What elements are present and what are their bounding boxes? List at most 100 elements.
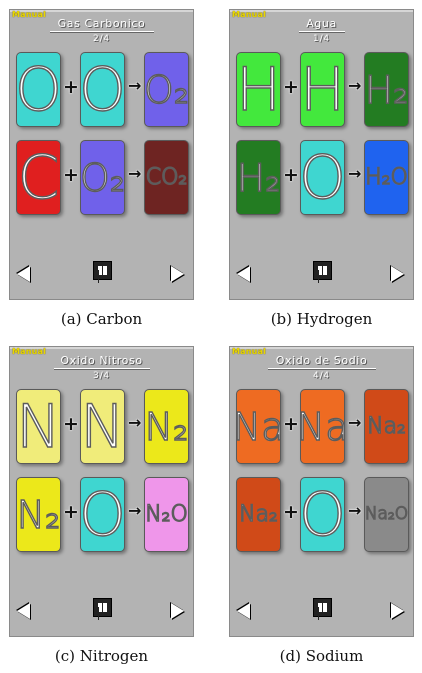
element-tile[interactable]: O₂ xyxy=(80,140,125,215)
element-grid: O + O → O₂ C + O₂ → CO₂ xyxy=(16,52,189,222)
previous-arrow-icon[interactable] xyxy=(237,266,250,282)
element-grid: N + N → N₂ N₂ + O → N₂O xyxy=(16,389,189,559)
plus-operator: + xyxy=(63,501,79,523)
element-tile[interactable]: N xyxy=(80,389,125,464)
navigation-bar xyxy=(230,598,413,623)
element-tile[interactable]: Na xyxy=(236,389,281,464)
plus-operator: + xyxy=(63,413,79,435)
home-icon[interactable] xyxy=(313,598,332,617)
page-indicator: 1/4 xyxy=(313,34,330,44)
plus-operator: + xyxy=(283,164,299,186)
tile-symbol: N₂O xyxy=(145,501,188,527)
element-tile[interactable]: C xyxy=(16,140,61,215)
element-tile[interactable]: O₂ xyxy=(144,52,189,127)
figure-caption: (d) Sodium xyxy=(279,647,364,665)
home-icon[interactable] xyxy=(93,598,112,617)
plus-operator: + xyxy=(283,413,299,435)
tile-symbol: C xyxy=(17,142,60,213)
figure-caption: (a) Carbon xyxy=(60,310,143,328)
tile-symbol: Na xyxy=(301,407,344,446)
manual-badge[interactable]: Manual xyxy=(12,347,47,356)
yields-operator: → xyxy=(348,76,362,95)
previous-arrow-icon[interactable] xyxy=(237,603,250,619)
next-arrow-icon[interactable] xyxy=(391,266,404,282)
home-icon[interactable] xyxy=(313,261,332,280)
yields-operator: → xyxy=(348,501,362,520)
tile-symbol: O₂ xyxy=(144,67,189,112)
tile-symbol: H₂O xyxy=(365,164,408,190)
element-tile[interactable]: Na₂ xyxy=(236,477,281,552)
tile-symbol: O xyxy=(300,479,345,550)
element-tile[interactable]: O xyxy=(300,477,345,552)
level-title: Oxido de Sodio xyxy=(275,354,368,367)
element-tile[interactable]: O xyxy=(300,140,345,215)
navigation-bar xyxy=(10,261,193,286)
tile-symbol: N xyxy=(80,391,125,462)
element-tile[interactable]: O xyxy=(16,52,61,127)
next-arrow-icon[interactable] xyxy=(171,266,184,282)
level-title: Oxido Nitroso xyxy=(60,354,143,367)
element-tile[interactable]: H₂ xyxy=(236,140,281,215)
level-title: Agua xyxy=(306,17,337,30)
yields-operator: → xyxy=(128,501,142,520)
element-tile[interactable]: N₂ xyxy=(16,477,61,552)
tile-symbol: O xyxy=(300,142,345,213)
element-tile[interactable]: N₂O xyxy=(144,477,189,552)
tile-symbol: O₂ xyxy=(80,155,125,200)
tile-symbol: Na xyxy=(237,407,280,446)
screenshot-panel-c: Manual Oxido Nitroso 3/4 N + N → N₂ N₂ +… xyxy=(9,346,194,637)
element-tile[interactable]: O xyxy=(80,477,125,552)
element-tile[interactable]: H xyxy=(300,52,345,127)
yields-operator: → xyxy=(348,164,362,183)
element-tile[interactable]: O xyxy=(80,52,125,127)
element-tile[interactable]: Na₂O xyxy=(364,477,409,552)
home-icon[interactable] xyxy=(93,261,112,280)
plus-operator: + xyxy=(63,76,79,98)
page-indicator: 2/4 xyxy=(93,34,110,44)
yields-operator: → xyxy=(128,413,142,432)
navigation-bar xyxy=(10,598,193,623)
element-tile[interactable]: N xyxy=(16,389,61,464)
yields-operator: → xyxy=(128,164,142,183)
element-tile[interactable]: N₂ xyxy=(144,389,189,464)
element-tile[interactable]: CO₂ xyxy=(144,140,189,215)
element-tile[interactable]: H₂O xyxy=(364,140,409,215)
tile-symbol: O xyxy=(80,479,125,550)
tile-symbol: H xyxy=(236,54,281,125)
element-tile[interactable]: Na₂ xyxy=(364,389,409,464)
navigation-bar xyxy=(230,261,413,286)
page-indicator: 3/4 xyxy=(93,371,110,381)
title-underline xyxy=(49,31,154,32)
tile-symbol: Na₂O xyxy=(364,504,409,524)
title-underline xyxy=(267,368,376,369)
figure-caption: (c) Nitrogen xyxy=(54,647,149,665)
next-arrow-icon[interactable] xyxy=(171,603,184,619)
figure-caption: (b) Hydrogen xyxy=(270,310,373,328)
manual-badge[interactable]: Manual xyxy=(232,347,267,356)
element-tile[interactable]: H xyxy=(236,52,281,127)
tile-symbol: N₂ xyxy=(144,404,189,449)
manual-badge[interactable]: Manual xyxy=(232,10,267,19)
tile-symbol: O xyxy=(80,54,125,125)
next-arrow-icon[interactable] xyxy=(391,603,404,619)
tile-symbol: H₂ xyxy=(236,155,281,200)
tile-symbol: CO₂ xyxy=(145,164,188,190)
tile-symbol: O xyxy=(16,54,61,125)
yields-operator: → xyxy=(128,76,142,95)
previous-arrow-icon[interactable] xyxy=(17,266,30,282)
screenshot-panel-b: Manual Agua 1/4 H + H → H₂ H₂ + O → H₂O xyxy=(229,9,414,300)
screenshot-panel-a: Manual Gas Carbonico 2/4 O + O → O₂ C + … xyxy=(9,9,194,300)
screenshot-panel-d: Manual Oxido de Sodio 4/4 Na + Na → Na₂ … xyxy=(229,346,414,637)
plus-operator: + xyxy=(283,501,299,523)
manual-badge[interactable]: Manual xyxy=(12,10,47,19)
yields-operator: → xyxy=(348,413,362,432)
page-indicator: 4/4 xyxy=(313,371,330,381)
previous-arrow-icon[interactable] xyxy=(17,603,30,619)
tile-symbol: N xyxy=(16,391,61,462)
element-grid: H + H → H₂ H₂ + O → H₂O xyxy=(236,52,409,222)
tile-symbol: H xyxy=(300,54,345,125)
title-underline xyxy=(53,368,150,369)
element-tile[interactable]: Na xyxy=(300,389,345,464)
element-tile[interactable]: H₂ xyxy=(364,52,409,127)
level-title: Gas Carbonico xyxy=(57,17,146,30)
